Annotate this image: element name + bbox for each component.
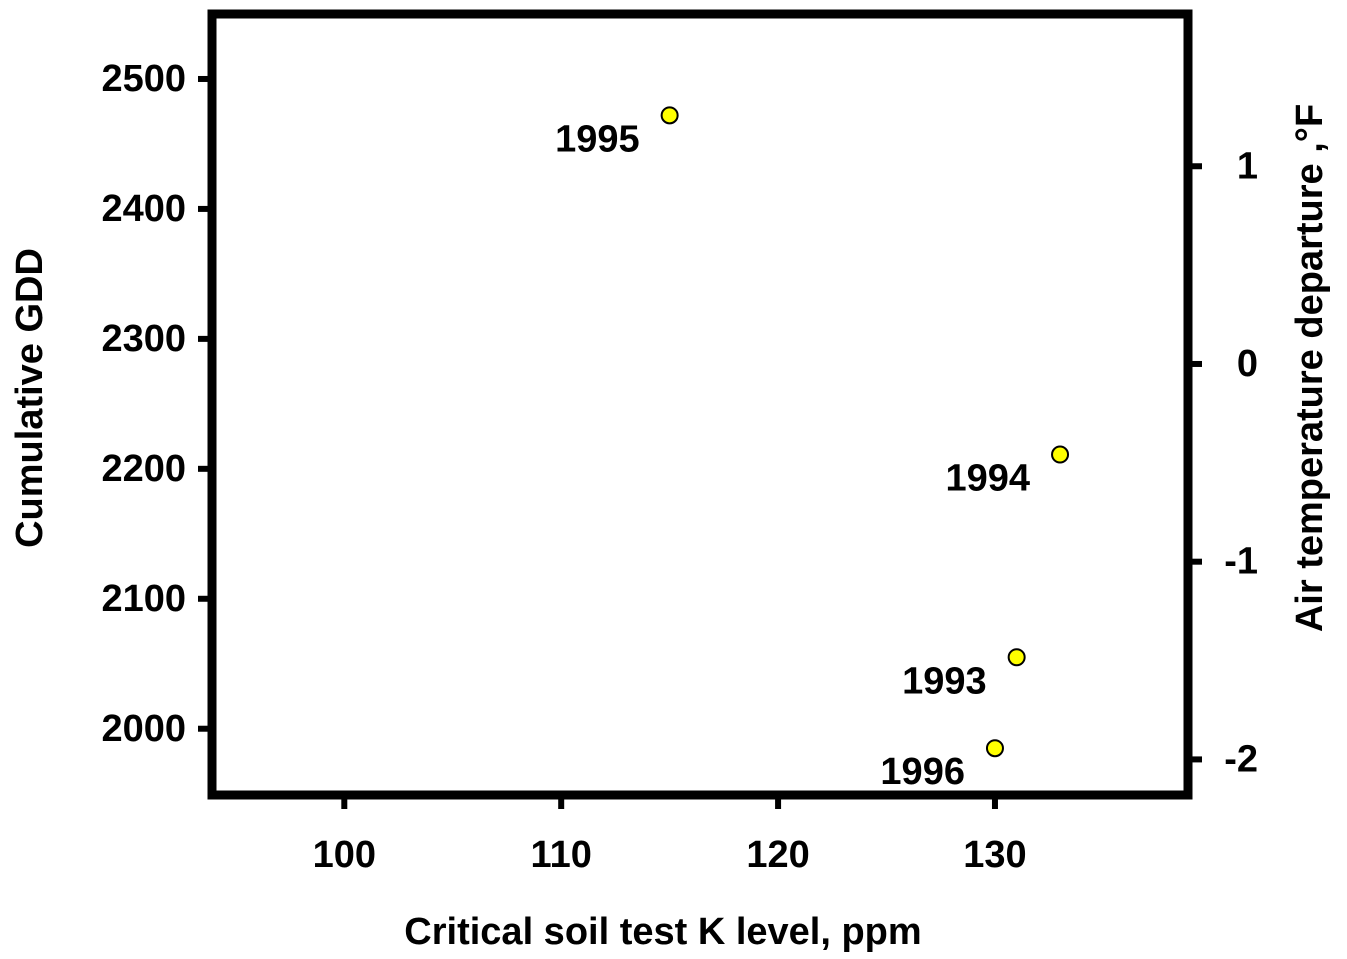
point-label: 1996 (880, 751, 965, 793)
y-tick-label: 2500 (101, 58, 186, 100)
y-tick-label: 2400 (101, 188, 186, 230)
point (1007, 648, 1026, 667)
point (1051, 445, 1070, 464)
point-label: 1994 (945, 458, 1030, 500)
point-label: 1995 (555, 118, 640, 160)
x-axis-label: Critical soil test K level, ppm (404, 911, 921, 953)
x-tick-label: 120 (746, 834, 809, 876)
x-tick-label: 130 (963, 834, 1026, 876)
x-tick-label: 110 (531, 834, 592, 876)
y2-tick-label: -1 (1224, 541, 1258, 583)
x-tick-label: 100 (313, 834, 376, 876)
plot-frame (207, 9, 1193, 800)
y2-tick-label: 1 (1237, 145, 1258, 187)
point (660, 106, 679, 125)
point (985, 739, 1004, 758)
y2-tick-label: -2 (1224, 738, 1258, 780)
y-tick-label: 2000 (101, 708, 186, 750)
y-axis-label: Cumulative GDD (9, 248, 51, 548)
y-tick-label: 2200 (101, 448, 186, 490)
y-tick-label: 2100 (101, 578, 186, 620)
point-label: 1993 (902, 660, 987, 702)
y2-tick-label: 0 (1237, 343, 1258, 385)
y2-axis-label: Air temperature departure ,°F (1289, 104, 1331, 632)
y-tick-label: 2300 (101, 318, 186, 360)
